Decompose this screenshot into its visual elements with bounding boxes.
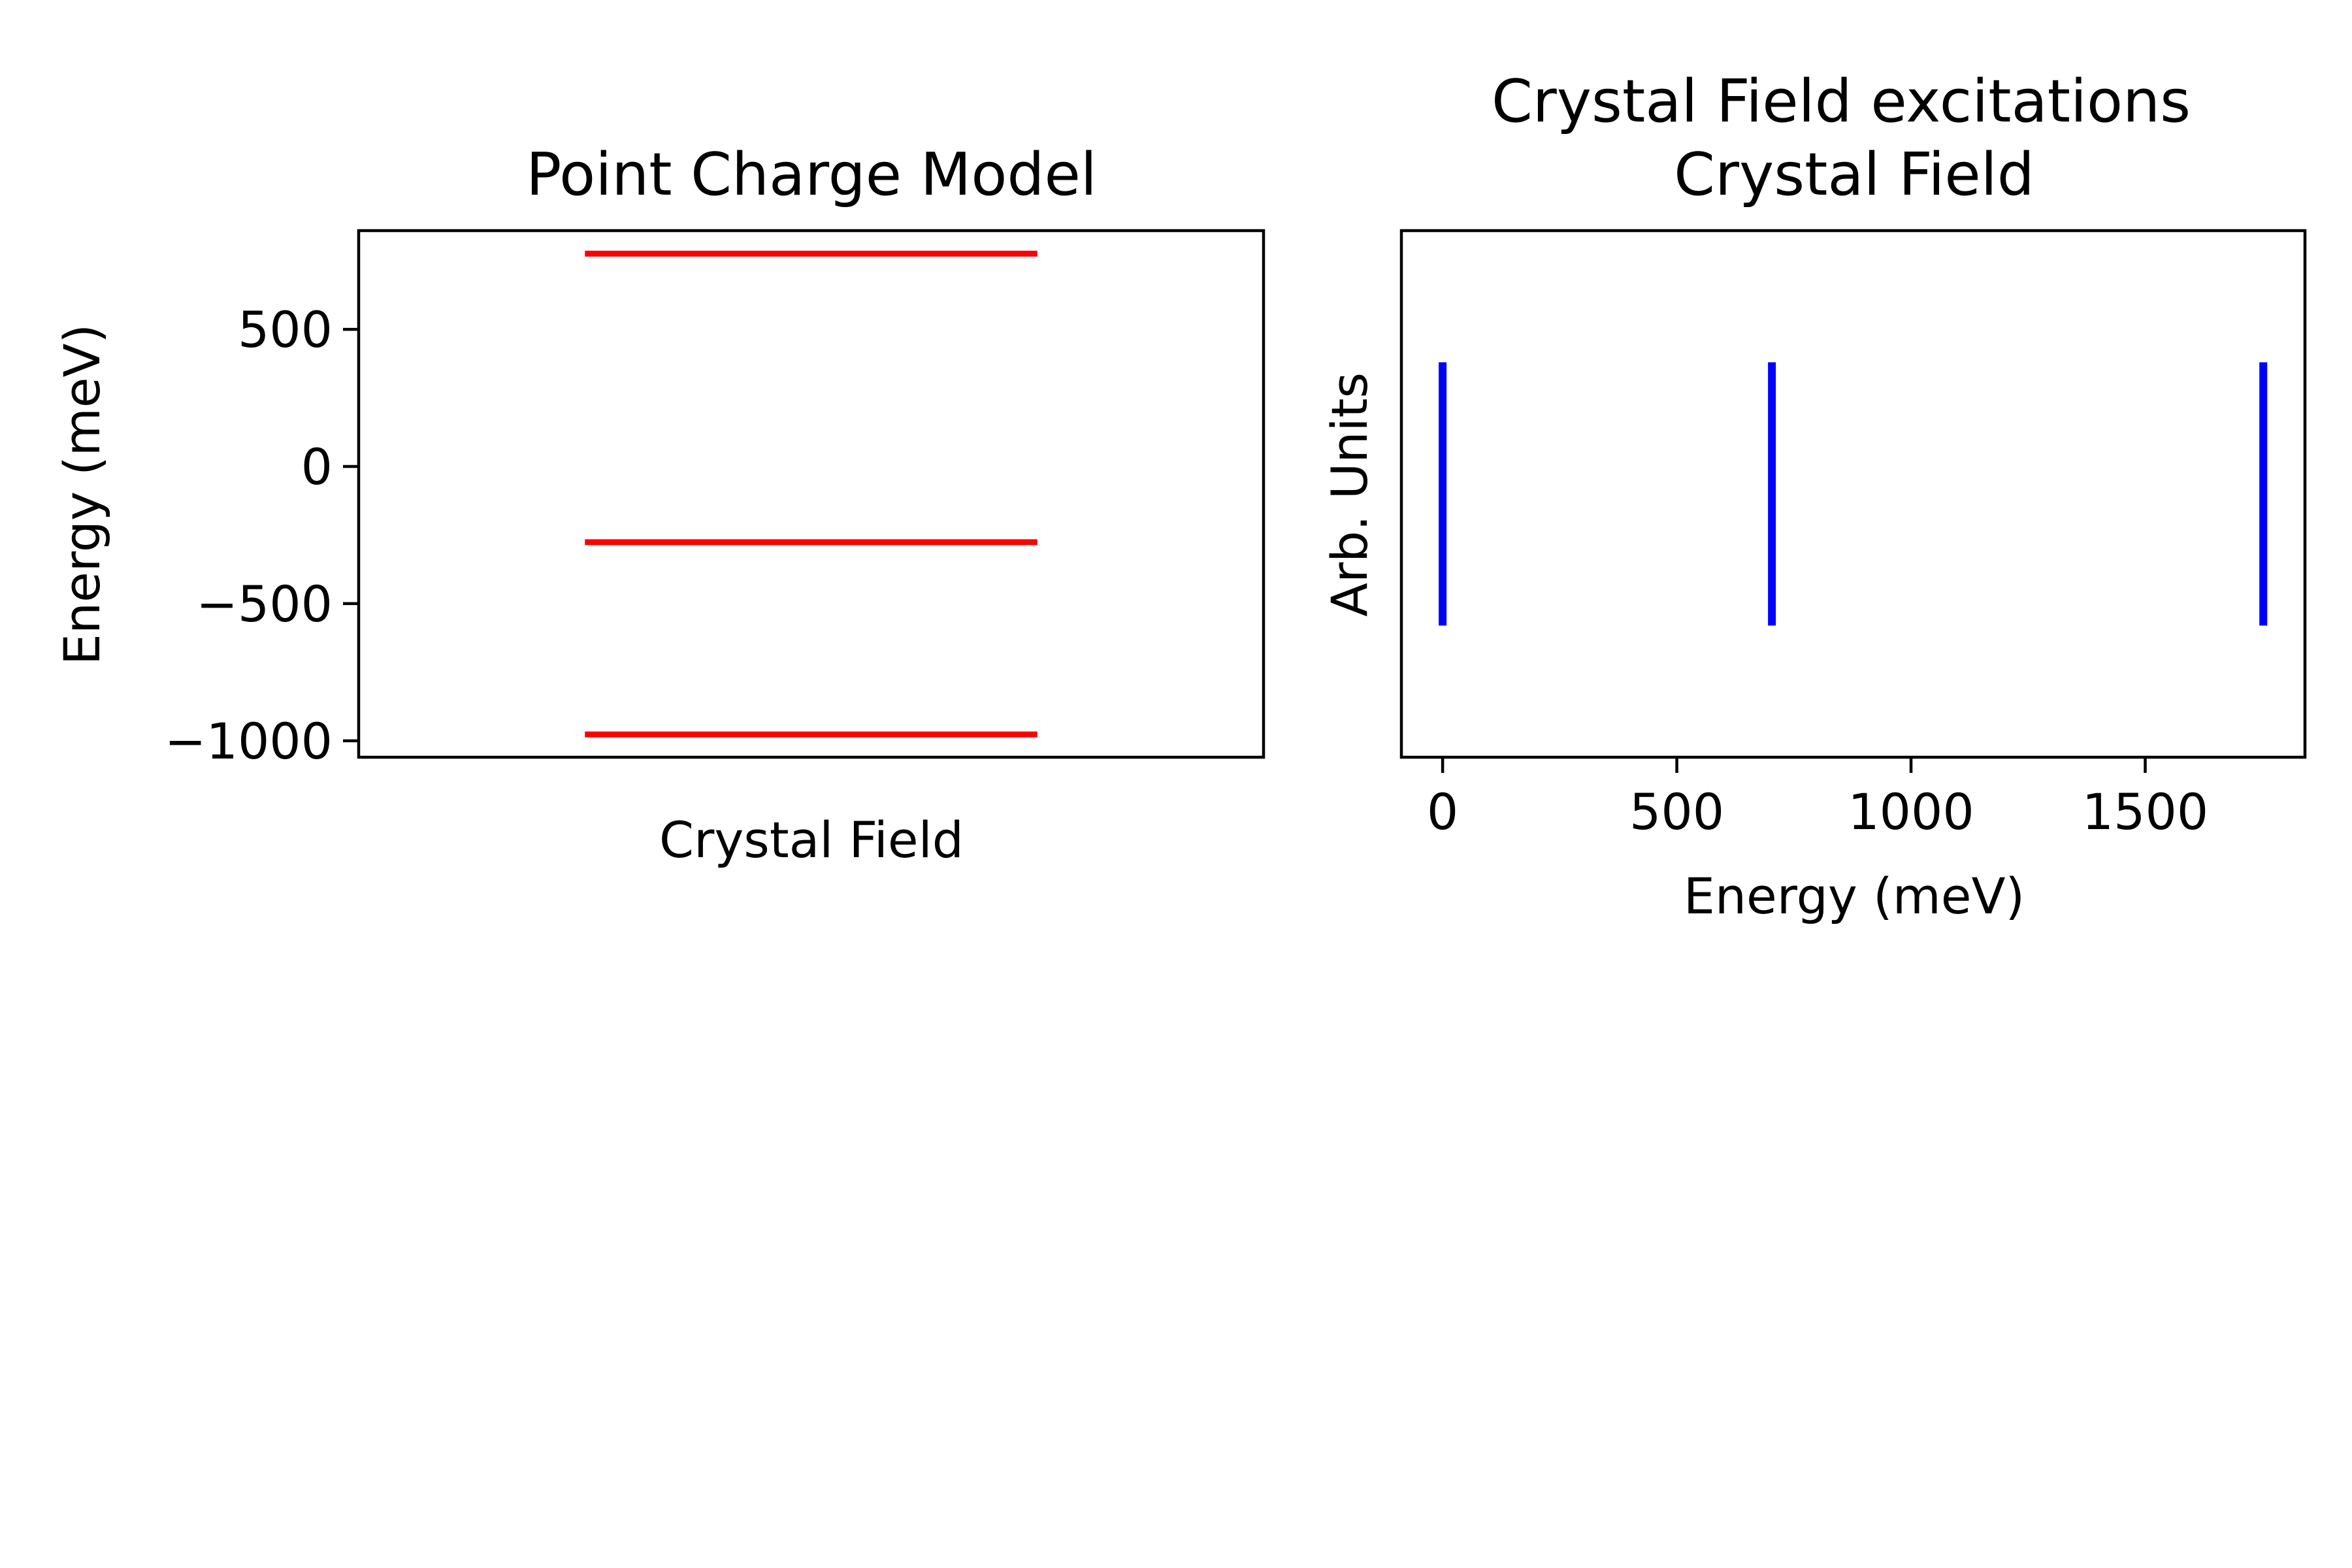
excitations-xtick-label: 0 — [1427, 783, 1458, 841]
point-charge-panel: Point Charge Model Energy (meV) Crystal … — [53, 140, 1266, 869]
excitations-title-line-2: Crystal Field — [1674, 140, 2034, 209]
excitations-title-line-1: Crystal Field excitations — [1492, 67, 2191, 136]
point-charge-ytick-label: −1000 — [165, 712, 333, 770]
excitations-axes-frame — [1399, 229, 2307, 759]
excitations-xtick-label: 500 — [1629, 783, 1724, 841]
energy-levels — [585, 250, 1037, 738]
excitations-ylabel: Arb. Units — [1320, 372, 1379, 617]
excitation-lines — [1439, 362, 2268, 626]
point-charge-xlabel: Crystal Field — [659, 811, 964, 869]
point-charge-ytick-label: −500 — [196, 575, 333, 633]
point-charge-title: Point Charge Model — [526, 140, 1097, 209]
excitations-xtick-label: 1000 — [1848, 783, 1974, 841]
point-charge-ylabel: Energy (meV) — [53, 324, 111, 665]
point-charge-ytick-label: 0 — [301, 438, 333, 496]
point-charge-yaxis-ticks: 500 0 −500 −1000 — [165, 301, 359, 770]
excitations-xaxis-ticks: 0 500 1000 1500 — [1427, 757, 2208, 841]
point-charge-ytick-label: 500 — [238, 301, 333, 359]
point-charge-axes-frame — [357, 229, 1266, 759]
excitations-xtick-label: 1500 — [2082, 783, 2208, 841]
excitations-xlabel: Energy (meV) — [1684, 867, 2025, 925]
excitations-panel: Crystal Field excitations Crystal Field … — [1320, 67, 2307, 925]
